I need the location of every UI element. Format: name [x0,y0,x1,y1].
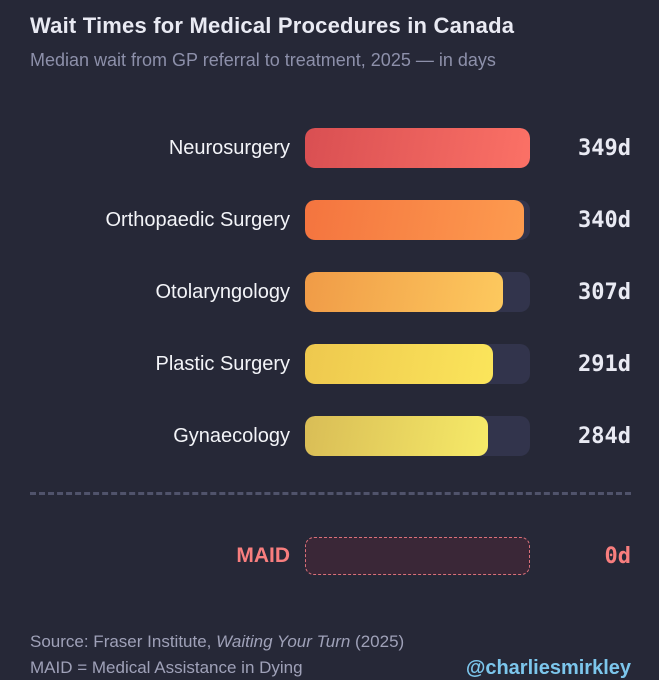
chart-subtitle: Median wait from GP referral to treatmen… [30,50,496,70]
category-label: Neurosurgery [168,136,290,159]
category-label: Otolaryngology [155,280,290,303]
bar-track [305,128,530,168]
value-label: 340d [578,207,631,233]
source-line: Source: Fraser Institute, Waiting Your T… [30,629,404,655]
chart-row: Gynaecology 284d [30,416,631,456]
source-work-title: Waiting Your Turn [216,632,351,651]
source-prefix: Source: Fraser Institute, [30,632,217,651]
maid-label: MAID [236,544,290,567]
footer: Source: Fraser Institute, Waiting Your T… [30,629,631,680]
bar-fill [305,272,503,312]
bar-fill [305,344,493,384]
value-label: 307d [578,279,631,305]
bar-track [305,416,530,456]
bar-track [305,272,530,312]
maid-bar-track [305,537,530,575]
value-label: 349d [578,135,631,161]
source-suffix: (2025) [350,632,405,651]
bar-fill [305,416,489,456]
maid-value-label: 0d [604,543,632,569]
footer-notes: Source: Fraser Institute, Waiting Your T… [30,629,404,680]
bar-chart: Neurosurgery 349d Orthopaedic Surgery 34… [30,128,631,575]
category-label: Gynaecology [173,424,290,447]
chart-row: Plastic Surgery 291d [30,344,631,384]
value-label: 284d [578,423,631,449]
bar-fill [305,128,530,168]
maid-definition-note: MAID = Medical Assistance in Dying [30,658,303,677]
category-label: Plastic Surgery [155,352,291,375]
dashed-divider [30,492,631,495]
comparison-row: MAID 0d [30,537,631,575]
chart-row: Otolaryngology 307d [30,272,631,312]
chart-title: Wait Times for Medical Procedures in Can… [30,13,515,38]
bar-track [305,200,530,240]
bar-fill [305,200,525,240]
bar-track [305,344,530,384]
value-label: 291d [578,351,631,377]
author-handle: @charliesmirkley [465,657,631,679]
category-label: Orthopaedic Surgery [105,208,290,231]
chart-row: Neurosurgery 349d [30,128,631,168]
chart-row: Orthopaedic Surgery 340d [30,200,631,240]
